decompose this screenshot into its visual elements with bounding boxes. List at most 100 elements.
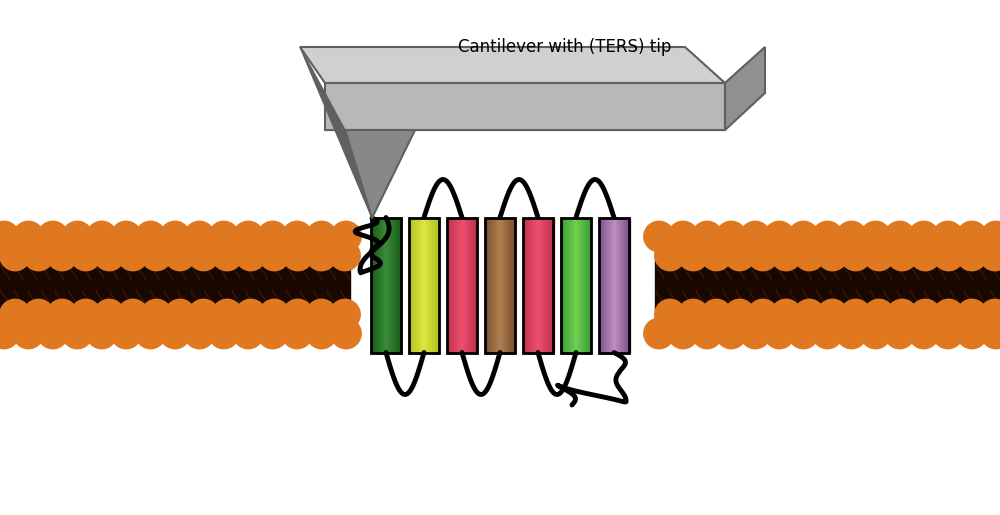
- Polygon shape: [501, 217, 502, 352]
- Ellipse shape: [94, 299, 124, 330]
- Polygon shape: [615, 217, 616, 352]
- Polygon shape: [423, 217, 424, 352]
- Ellipse shape: [331, 318, 361, 349]
- Polygon shape: [537, 217, 538, 352]
- Polygon shape: [448, 217, 449, 352]
- Polygon shape: [541, 217, 542, 352]
- Polygon shape: [373, 217, 374, 352]
- Ellipse shape: [887, 299, 917, 330]
- Polygon shape: [579, 217, 580, 352]
- Ellipse shape: [740, 221, 770, 252]
- Polygon shape: [562, 217, 563, 352]
- Ellipse shape: [13, 318, 44, 349]
- Polygon shape: [498, 217, 499, 352]
- Polygon shape: [607, 217, 608, 352]
- Polygon shape: [626, 217, 627, 352]
- Polygon shape: [470, 217, 471, 352]
- Polygon shape: [525, 217, 526, 352]
- Polygon shape: [468, 217, 470, 352]
- Polygon shape: [540, 217, 541, 352]
- Polygon shape: [620, 217, 621, 352]
- Polygon shape: [548, 217, 549, 352]
- Ellipse shape: [165, 241, 195, 271]
- Polygon shape: [565, 217, 566, 352]
- Ellipse shape: [957, 241, 987, 271]
- Polygon shape: [552, 217, 553, 352]
- Polygon shape: [544, 217, 545, 352]
- Polygon shape: [433, 217, 434, 352]
- Ellipse shape: [724, 299, 755, 330]
- Polygon shape: [566, 217, 567, 352]
- Polygon shape: [506, 217, 507, 352]
- Polygon shape: [571, 217, 572, 352]
- Polygon shape: [512, 217, 513, 352]
- Polygon shape: [465, 217, 466, 352]
- Polygon shape: [572, 217, 573, 352]
- Polygon shape: [387, 217, 388, 352]
- Ellipse shape: [135, 221, 166, 252]
- Ellipse shape: [141, 241, 172, 271]
- Polygon shape: [584, 217, 586, 352]
- Polygon shape: [374, 217, 376, 352]
- Ellipse shape: [38, 318, 68, 349]
- Polygon shape: [508, 217, 509, 352]
- Ellipse shape: [330, 299, 360, 330]
- Polygon shape: [605, 217, 606, 352]
- Ellipse shape: [885, 221, 915, 252]
- Polygon shape: [608, 217, 610, 352]
- Ellipse shape: [957, 221, 987, 252]
- Ellipse shape: [38, 221, 68, 252]
- Ellipse shape: [135, 318, 166, 349]
- Polygon shape: [532, 217, 534, 352]
- Ellipse shape: [236, 241, 266, 271]
- Ellipse shape: [860, 221, 891, 252]
- Polygon shape: [599, 217, 600, 352]
- Polygon shape: [492, 217, 493, 352]
- Ellipse shape: [13, 221, 44, 252]
- Ellipse shape: [62, 221, 92, 252]
- Polygon shape: [454, 217, 455, 352]
- Ellipse shape: [644, 318, 674, 349]
- Polygon shape: [612, 217, 613, 352]
- Polygon shape: [570, 217, 571, 352]
- Polygon shape: [503, 217, 504, 352]
- Polygon shape: [382, 217, 384, 352]
- Polygon shape: [392, 217, 393, 352]
- Ellipse shape: [841, 241, 871, 271]
- Ellipse shape: [933, 299, 964, 330]
- Ellipse shape: [184, 221, 215, 252]
- Polygon shape: [610, 217, 611, 352]
- Polygon shape: [450, 217, 451, 352]
- Polygon shape: [617, 217, 618, 352]
- Polygon shape: [410, 217, 411, 352]
- Polygon shape: [462, 217, 464, 352]
- Polygon shape: [540, 217, 542, 352]
- Polygon shape: [614, 217, 616, 352]
- Polygon shape: [606, 217, 608, 352]
- Ellipse shape: [794, 299, 824, 330]
- Ellipse shape: [740, 318, 770, 349]
- Polygon shape: [428, 217, 430, 352]
- Polygon shape: [574, 217, 575, 352]
- Ellipse shape: [306, 221, 337, 252]
- Polygon shape: [514, 217, 515, 352]
- Ellipse shape: [306, 318, 337, 349]
- Polygon shape: [539, 217, 540, 352]
- Polygon shape: [536, 217, 537, 352]
- Polygon shape: [512, 217, 514, 352]
- Polygon shape: [524, 217, 526, 352]
- Polygon shape: [564, 217, 565, 352]
- Polygon shape: [588, 217, 590, 352]
- Polygon shape: [603, 217, 604, 352]
- Ellipse shape: [788, 318, 819, 349]
- Polygon shape: [423, 217, 424, 352]
- Ellipse shape: [909, 221, 939, 252]
- Ellipse shape: [212, 241, 242, 271]
- Ellipse shape: [836, 221, 867, 252]
- Polygon shape: [624, 217, 626, 352]
- Polygon shape: [511, 217, 512, 352]
- Ellipse shape: [283, 299, 313, 330]
- Polygon shape: [452, 217, 453, 352]
- Polygon shape: [580, 217, 581, 352]
- Polygon shape: [464, 217, 465, 352]
